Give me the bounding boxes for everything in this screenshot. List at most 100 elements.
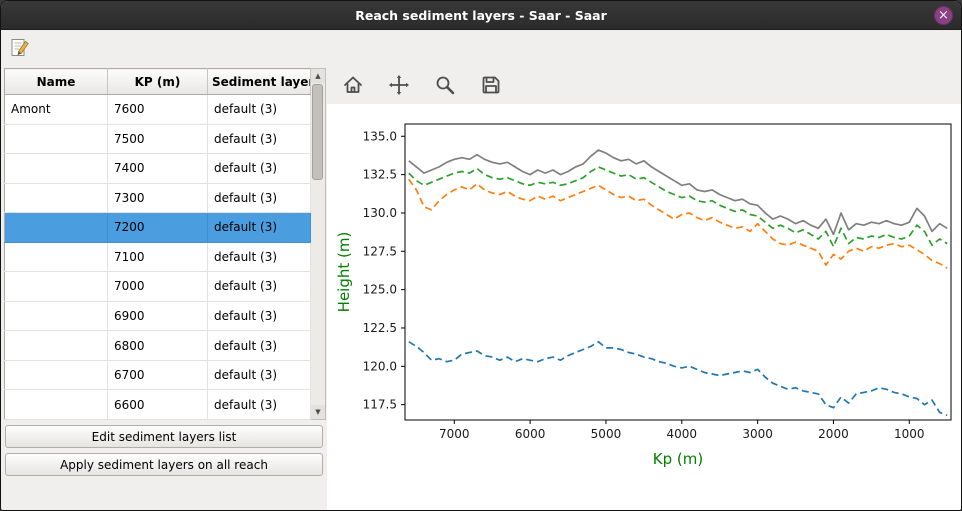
cell-layers[interactable]: default (3) bbox=[207, 124, 311, 155]
cell-kp[interactable]: 7500 bbox=[107, 124, 208, 155]
table-row[interactable]: 6600 default (3) bbox=[4, 389, 311, 420]
cell-name[interactable] bbox=[4, 124, 108, 155]
scroll-up-icon[interactable]: ▲ bbox=[311, 69, 325, 83]
save-icon bbox=[480, 74, 502, 96]
table-row[interactable]: 7300 default (3) bbox=[4, 183, 311, 214]
y-tick-label: 122.5 bbox=[363, 321, 397, 335]
edit-sediment-layers-list-button[interactable]: Edit sediment layers list bbox=[5, 425, 323, 448]
x-tick-label: 2000 bbox=[818, 427, 849, 441]
edit-icon bbox=[9, 37, 35, 59]
cell-name[interactable] bbox=[4, 153, 108, 184]
cell-kp[interactable]: 7600 bbox=[107, 94, 208, 125]
column-header-layers[interactable]: Sediment layers bbox=[207, 68, 311, 95]
pan-icon bbox=[388, 74, 410, 96]
x-tick-label: 5000 bbox=[591, 427, 622, 441]
plot-panel: 7000 6000 5000 4000 3000 2000 1000 117.5 120.0 12… bbox=[327, 66, 961, 510]
y-tick-label: 135.0 bbox=[363, 129, 397, 143]
x-tick-label: 1000 bbox=[894, 427, 925, 441]
zoom-icon bbox=[434, 74, 456, 96]
pan-button[interactable] bbox=[385, 71, 413, 99]
window-title: Reach sediment layers - Saar - Saar bbox=[355, 7, 607, 23]
y-tick-label: 125.0 bbox=[363, 283, 397, 297]
zoom-button[interactable] bbox=[431, 71, 459, 99]
cell-name[interactable] bbox=[4, 301, 108, 332]
scrollbar-track[interactable] bbox=[311, 83, 325, 405]
cell-name[interactable] bbox=[4, 330, 108, 361]
table-row[interactable]: 7000 default (3) bbox=[4, 271, 311, 302]
table-row[interactable]: 7100 default (3) bbox=[4, 242, 311, 273]
main-content: Name KP (m) Sediment layers Amont7600def… bbox=[1, 66, 961, 510]
app-toolbar bbox=[1, 30, 961, 66]
cell-name[interactable]: Amont bbox=[4, 94, 108, 125]
x-tick-label: 7000 bbox=[439, 427, 470, 441]
cell-name[interactable] bbox=[4, 183, 108, 214]
table-row[interactable]: 7200 default (3) bbox=[4, 212, 311, 243]
cell-layers[interactable]: default (3) bbox=[207, 94, 311, 125]
cell-kp[interactable]: 6900 bbox=[107, 301, 208, 332]
figure-canvas[interactable]: 7000 6000 5000 4000 3000 2000 1000 117.5 120.0 12… bbox=[327, 104, 961, 510]
y-tick-label: 120.0 bbox=[363, 359, 397, 373]
close-button[interactable]: × bbox=[934, 6, 953, 25]
cell-kp[interactable]: 6700 bbox=[107, 360, 208, 391]
table-row[interactable]: 6900 default (3) bbox=[4, 301, 311, 332]
cell-layers[interactable]: default (3) bbox=[207, 360, 311, 391]
y-tick-label: 117.5 bbox=[363, 398, 397, 412]
table-row[interactable]: 6800 default (3) bbox=[4, 330, 311, 361]
edit-sediment-button[interactable] bbox=[7, 34, 37, 62]
table-header-row: Name KP (m) Sediment layers bbox=[4, 68, 311, 95]
cell-layers[interactable]: default (3) bbox=[207, 153, 311, 184]
scroll-down-icon[interactable]: ▼ bbox=[311, 405, 325, 419]
table-row[interactable]: Amont 7600 default (3) bbox=[4, 94, 311, 125]
column-header-name[interactable]: Name bbox=[4, 68, 108, 95]
cell-kp[interactable]: 7000 bbox=[107, 271, 208, 302]
close-icon: × bbox=[938, 8, 949, 23]
plot-toolbar bbox=[327, 66, 961, 104]
axes-box bbox=[404, 123, 952, 421]
cell-layers[interactable]: default (3) bbox=[207, 242, 311, 273]
apply-sediment-layers-button[interactable]: Apply sediment layers on all reach bbox=[5, 453, 323, 476]
column-header-kp[interactable]: KP (m) bbox=[107, 68, 208, 95]
cell-kp[interactable]: 7400 bbox=[107, 153, 208, 184]
cell-kp[interactable]: 6600 bbox=[107, 389, 208, 420]
cell-kp[interactable]: 7300 bbox=[107, 183, 208, 214]
cell-name[interactable] bbox=[4, 389, 108, 420]
y-tick-label: 127.5 bbox=[363, 244, 397, 258]
y-tick-label: 130.0 bbox=[363, 206, 397, 220]
x-tick-label: 4000 bbox=[667, 427, 698, 441]
series-green-dashed bbox=[408, 166, 948, 248]
cell-kp[interactable]: 7200 bbox=[107, 212, 208, 243]
home-button[interactable] bbox=[339, 71, 367, 99]
series-top-gray bbox=[408, 149, 948, 236]
cell-name[interactable] bbox=[4, 360, 108, 391]
table-scrollbar[interactable]: ▲ ▼ bbox=[311, 68, 326, 420]
y-axis-label: Height (m) bbox=[335, 232, 353, 313]
cell-layers[interactable]: default (3) bbox=[207, 389, 311, 420]
cell-name[interactable] bbox=[4, 271, 108, 302]
sediment-profile-chart[interactable]: 7000 6000 5000 4000 3000 2000 1000 117.5 120.0 12… bbox=[327, 104, 961, 510]
x-axis-label: Kp (m) bbox=[653, 450, 703, 468]
table-row[interactable]: 7500 default (3) bbox=[4, 124, 311, 155]
scrollbar-thumb[interactable] bbox=[312, 84, 323, 180]
x-tick-label: 6000 bbox=[515, 427, 546, 441]
titlebar[interactable]: Reach sediment layers - Saar - Saar × bbox=[1, 1, 961, 30]
cell-name[interactable] bbox=[4, 212, 108, 243]
table-row[interactable]: 6700 default (3) bbox=[4, 360, 311, 391]
cell-layers[interactable]: default (3) bbox=[207, 183, 311, 214]
table-row[interactable]: 7400 default (3) bbox=[4, 153, 311, 184]
y-tick-label: 132.5 bbox=[363, 168, 397, 182]
series-blue-dashed bbox=[408, 340, 948, 417]
cell-name[interactable] bbox=[4, 242, 108, 273]
cell-layers[interactable]: default (3) bbox=[207, 212, 311, 243]
home-icon bbox=[342, 74, 364, 96]
x-tick-label: 3000 bbox=[742, 427, 773, 441]
series-orange-dashed bbox=[408, 178, 948, 269]
cell-layers[interactable]: default (3) bbox=[207, 301, 311, 332]
cell-layers[interactable]: default (3) bbox=[207, 271, 311, 302]
sediment-table[interactable]: Name KP (m) Sediment layers Amont7600def… bbox=[4, 68, 311, 420]
cell-kp[interactable]: 7100 bbox=[107, 242, 208, 273]
save-button[interactable] bbox=[477, 71, 505, 99]
cell-kp[interactable]: 6800 bbox=[107, 330, 208, 361]
cell-layers[interactable]: default (3) bbox=[207, 330, 311, 361]
sediment-table-panel: Name KP (m) Sediment layers Amont7600def… bbox=[1, 66, 327, 510]
